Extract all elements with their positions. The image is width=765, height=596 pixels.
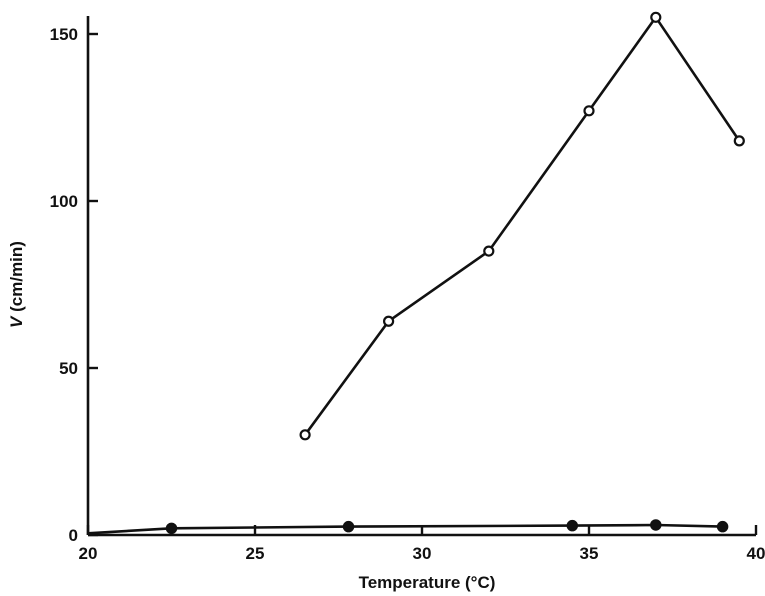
x-tick-label: 20 xyxy=(79,544,98,563)
data-point xyxy=(165,522,178,535)
x-tick-label: 30 xyxy=(413,544,432,563)
data-point xyxy=(650,519,662,531)
data-point xyxy=(583,105,595,117)
series-2 xyxy=(87,519,729,535)
y-tick-label: 0 xyxy=(69,526,78,545)
data-point xyxy=(299,429,311,441)
x-tick-label: 25 xyxy=(246,544,265,563)
x-axis-label: Temperature (°C) xyxy=(359,573,496,592)
y-axis-label-variable: V xyxy=(7,315,26,328)
data-point xyxy=(342,520,355,533)
y-tick-label: 50 xyxy=(59,359,78,378)
y-ticks: 0 50 100 150 xyxy=(50,25,98,545)
series-layer xyxy=(87,11,745,535)
data-point xyxy=(650,11,662,23)
x-tick-label: 40 xyxy=(747,544,765,563)
data-point xyxy=(733,135,745,147)
data-point xyxy=(716,520,729,533)
axes xyxy=(86,16,756,537)
series-line xyxy=(304,15,741,436)
series-line xyxy=(87,523,723,535)
x-tick-label: 35 xyxy=(580,544,599,563)
data-point xyxy=(483,245,495,257)
y-axis-label: V (cm/min) xyxy=(7,241,26,328)
data-point xyxy=(566,519,579,532)
series-1 xyxy=(299,11,745,441)
data-point xyxy=(383,315,395,327)
y-axis-label-unit: (cm/min) xyxy=(7,241,26,317)
y-tick-label: 100 xyxy=(50,192,78,211)
y-tick-label: 150 xyxy=(50,25,78,44)
x-ticks: 20 25 30 35 40 xyxy=(79,525,765,563)
